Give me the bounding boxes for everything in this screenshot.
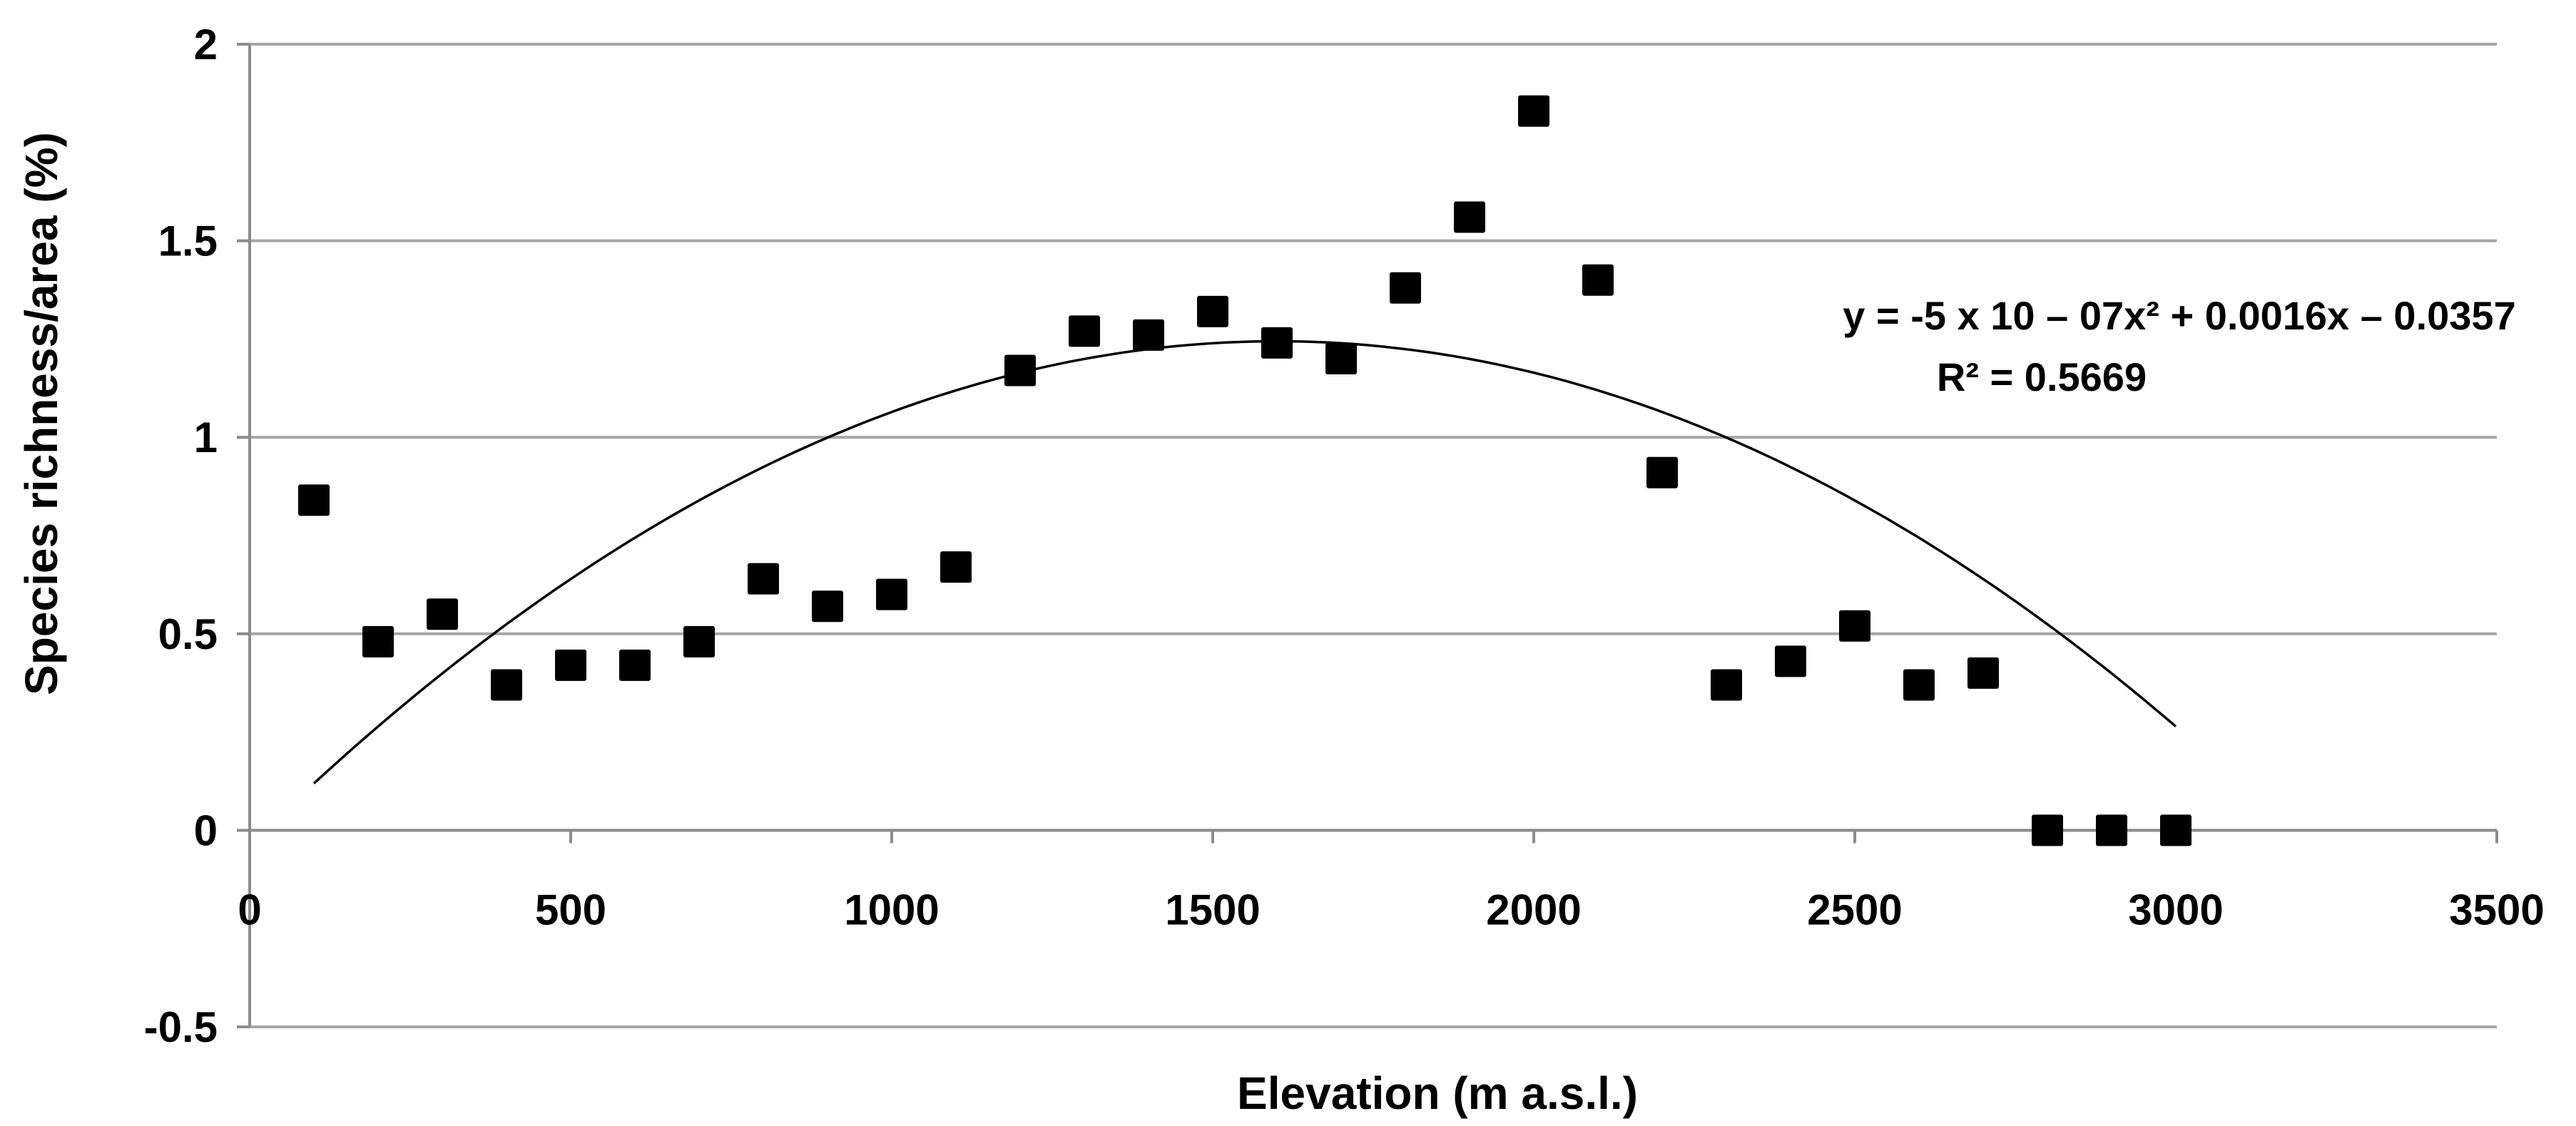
y-axis-title: Species richness/area (%) <box>16 132 67 695</box>
y-tick-label: 0 <box>194 807 218 854</box>
y-tick-label: 1 <box>194 414 218 461</box>
data-point <box>427 598 458 630</box>
y-tick-label: 0.5 <box>158 610 218 658</box>
data-point <box>876 578 907 610</box>
data-point <box>1133 319 1164 351</box>
y-tick-label: 2 <box>194 21 218 68</box>
data-point <box>1325 342 1357 374</box>
trendline-equation: y = -5 x 10 – 07x² + 0.0016x – 0.0357 <box>1843 293 2515 338</box>
x-tick-label: 0 <box>238 886 261 933</box>
x-tick-label: 1500 <box>1165 886 1260 933</box>
data-point <box>1711 669 1742 701</box>
data-point <box>1261 327 1293 359</box>
trendline-group <box>312 339 2177 784</box>
x-tick-label: 500 <box>535 886 606 933</box>
data-point <box>2096 814 2127 846</box>
y-tick-label: 1.5 <box>158 217 218 265</box>
data-point <box>748 563 779 595</box>
data-point <box>1646 456 1678 488</box>
data-point <box>1069 315 1100 347</box>
data-point <box>1839 610 1870 642</box>
data-point <box>1775 645 1806 677</box>
data-point <box>1004 354 1036 387</box>
gridlines <box>250 43 2497 1028</box>
data-point <box>1197 295 1228 327</box>
data-point <box>298 484 330 516</box>
trendline <box>312 339 2177 784</box>
y-tick-label: -0.5 <box>144 1003 218 1051</box>
data-point <box>555 649 586 681</box>
axes <box>237 43 2498 1028</box>
data-point <box>683 625 715 657</box>
data-point <box>940 551 972 583</box>
data-point <box>1454 201 1485 233</box>
data-point <box>1903 669 1935 701</box>
x-axis-title: Elevation (m a.s.l.) <box>1237 1068 1638 1119</box>
data-point <box>1967 657 1999 689</box>
tick-labels: -0.5 0 0.5 1 1.5 2 0 500 1000 1500 2000 2500 3000 350… <box>144 21 2545 1051</box>
x-tick-label: 3000 <box>2128 886 2223 933</box>
data-point <box>362 625 394 657</box>
data-point <box>2160 814 2191 846</box>
data-point <box>2032 814 2063 846</box>
x-tick-label: 3500 <box>2449 886 2544 933</box>
data-point <box>491 669 522 701</box>
data-point <box>1582 264 1614 296</box>
x-tick-label: 2500 <box>1807 886 1902 933</box>
x-tick-label: 2000 <box>1486 886 1581 933</box>
trendline-r-squared: R² = 0.5669 <box>1937 354 2147 399</box>
data-point <box>619 649 651 681</box>
data-points <box>298 95 2191 846</box>
data-point <box>812 590 843 623</box>
x-tick-label: 1000 <box>844 886 939 933</box>
data-point <box>1390 272 1421 304</box>
data-point <box>1518 95 1549 127</box>
